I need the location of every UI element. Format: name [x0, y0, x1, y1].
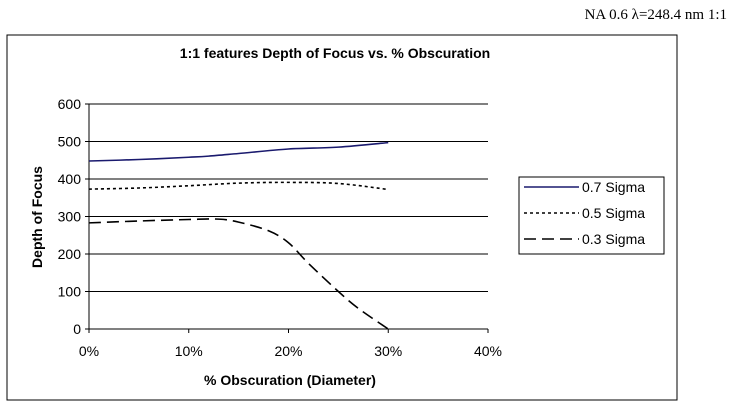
y-tick-label: 600 [58, 96, 82, 112]
series-line-3 [88, 218, 389, 330]
series-line-1 [88, 141, 389, 162]
x-tick-label: 0% [79, 343, 99, 359]
gridlines [89, 103, 488, 292]
series-line-2 [88, 181, 389, 191]
y-tick-label: 200 [58, 246, 82, 262]
x-tick-label: 20% [274, 343, 302, 359]
series-lines [88, 141, 389, 330]
legend-label: 0.5 Sigma [582, 205, 645, 221]
x-axis-ticks: 0% 10% 20% 30% 40% [79, 329, 502, 359]
y-tick-label: 0 [73, 321, 81, 337]
legend-label: 0.7 Sigma [582, 179, 645, 195]
y-tick-label: 400 [58, 171, 82, 187]
y-axis-label: Depth of Focus [29, 166, 45, 268]
figure-caption: NA 0.6 λ=248.4 nm 1:1 [584, 7, 727, 23]
x-tick-label: 30% [374, 343, 402, 359]
legend: 0.7 Sigma 0.5 Sigma 0.3 Sigma [518, 176, 665, 255]
y-tick-label: 100 [58, 284, 82, 300]
y-tick-label: 300 [58, 209, 82, 225]
chart-title: 1:1 features Depth of Focus vs. % Obscur… [180, 45, 490, 61]
y-tick-label: 500 [58, 134, 82, 150]
x-tick-label: 10% [175, 343, 203, 359]
legend-label: 0.3 Sigma [582, 231, 645, 247]
y-axis-ticks: 0 100 200 300 400 500 600 [58, 96, 89, 337]
x-tick-label: 40% [474, 343, 502, 359]
x-axis-label: % Obscuration (Diameter) [204, 372, 376, 388]
legend-box [518, 176, 665, 255]
